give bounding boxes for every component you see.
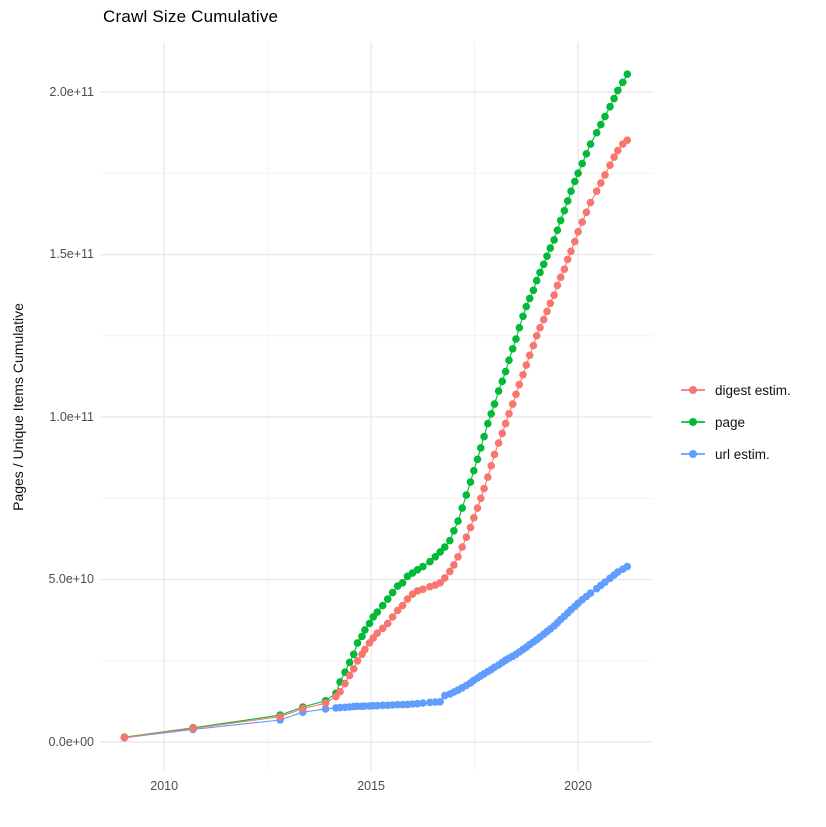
series-digest-estim- [120,136,632,742]
legend: digest estim. page url estim. [681,374,791,470]
legend-label-digest: digest estim. [715,382,791,398]
legend-key-digest-icon [681,383,705,397]
legend-item-digest: digest estim. [681,374,791,406]
y-tick-label: 0.0e+00 [48,734,94,749]
legend-item-page: page [681,406,791,438]
legend-key-page-icon [681,415,705,429]
y-tick-label: 1.5e+11 [49,247,94,262]
y-tick-label: 5.0e+10 [48,572,94,587]
x-tick-label: 2015 [357,779,386,793]
plot-panel [100,42,653,771]
legend-key-url-icon [681,447,705,461]
y-tick-label: 2.0e+11 [49,84,94,99]
x-tick-label: 2010 [150,779,179,793]
x-tick-label: 2020 [564,779,592,793]
legend-label-page: page [715,414,746,430]
legend-label-url: url estim. [715,446,770,462]
y-axis-title: Pages / Unique Items Cumulative [10,303,26,511]
chart-title: Crawl Size Cumulative [103,7,279,26]
y-tick-label: 1.0e+11 [49,409,94,424]
legend-item-url: url estim. [681,438,791,470]
series-url-estim- [120,562,632,742]
